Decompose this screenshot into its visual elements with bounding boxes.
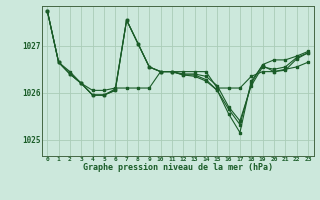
X-axis label: Graphe pression niveau de la mer (hPa): Graphe pression niveau de la mer (hPa) [83,164,273,172]
